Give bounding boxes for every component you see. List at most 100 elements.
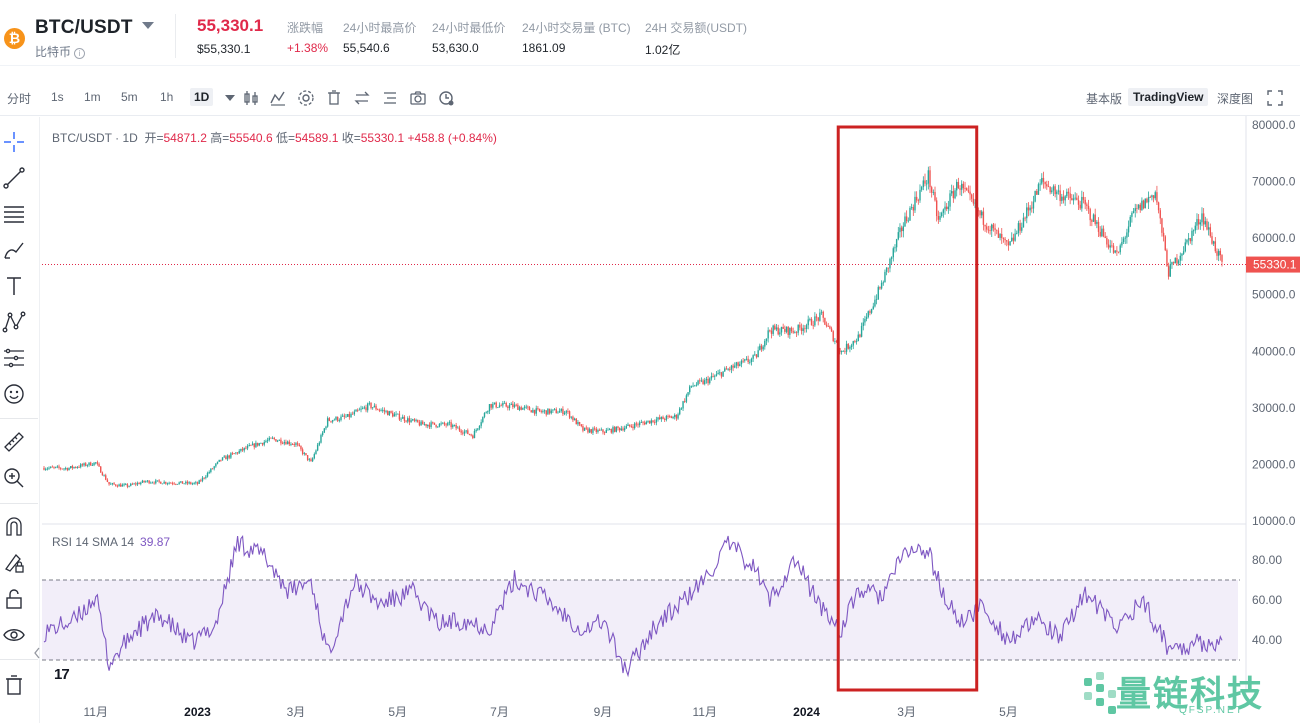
- candle: [1114, 250, 1116, 254]
- settings-icon[interactable]: [297, 89, 315, 107]
- delete-drawings-icon[interactable]: [2, 673, 26, 697]
- candle: [492, 401, 494, 410]
- interval-dropdown-icon[interactable]: [221, 89, 239, 107]
- candle: [1184, 238, 1186, 253]
- candle: [1024, 216, 1026, 222]
- candle: [1109, 239, 1111, 253]
- crosshair-icon[interactable]: [2, 130, 26, 154]
- candle: [947, 200, 950, 214]
- candle: [365, 404, 367, 413]
- candle: [343, 413, 346, 420]
- candle: [470, 433, 472, 437]
- camera-icon[interactable]: [409, 89, 427, 107]
- candle: [59, 467, 62, 471]
- legend-open-label: 开=: [144, 131, 164, 145]
- candle: [890, 256, 893, 265]
- lock-drawing-icon[interactable]: [2, 551, 26, 575]
- candle: [1152, 195, 1155, 203]
- brush-icon[interactable]: [2, 238, 26, 262]
- candle: [715, 371, 718, 377]
- view-basic[interactable]: 基本版: [1086, 92, 1123, 106]
- collapse-toolbar-icon[interactable]: [33, 645, 41, 661]
- swap-icon[interactable]: [353, 89, 371, 107]
- candle: [402, 414, 404, 419]
- candle: [595, 426, 597, 434]
- prediction-icon[interactable]: [2, 346, 26, 370]
- interval-1h[interactable]: 1h: [160, 90, 174, 104]
- pattern-icon[interactable]: [2, 310, 26, 334]
- tradingview-logo[interactable]: 17: [54, 666, 70, 683]
- eye-icon[interactable]: [2, 623, 26, 647]
- price-tick-label: 60000.0: [1252, 231, 1296, 245]
- candle: [1162, 227, 1165, 242]
- view-tradingview[interactable]: TradingView: [1128, 88, 1209, 106]
- magnet-icon[interactable]: [2, 515, 26, 539]
- candle: [225, 455, 227, 460]
- pair-selector[interactable]: BTC/USDT: [35, 17, 133, 38]
- lock-icon[interactable]: [2, 587, 26, 611]
- interval-1m[interactable]: 1m: [84, 90, 101, 104]
- info-icon[interactable]: i: [74, 48, 86, 59]
- trash-icon[interactable]: [325, 89, 343, 107]
- candle: [850, 343, 853, 350]
- candle: [935, 197, 938, 222]
- candle: [488, 403, 491, 415]
- horizontal-lines-icon[interactable]: [2, 202, 26, 226]
- candle: [1071, 193, 1073, 201]
- candle: [1111, 240, 1113, 248]
- candle: [125, 483, 127, 486]
- candle: [802, 324, 804, 336]
- object-tree-icon[interactable]: [381, 89, 399, 107]
- ruler-icon[interactable]: [2, 430, 26, 454]
- candle: [138, 481, 140, 485]
- candle: [111, 482, 114, 486]
- time-axis: 11月 2023 3月 5月 7月 9月 11月 2024 3月 5月: [83, 705, 1017, 719]
- interval-1d[interactable]: 1D: [190, 88, 214, 106]
- candle: [875, 294, 878, 305]
- candle: [86, 464, 89, 468]
- price-tick-label: 80000.0: [1252, 118, 1296, 132]
- candle: [1201, 207, 1203, 227]
- interval-5m[interactable]: 5m: [121, 90, 138, 104]
- candle: [602, 429, 604, 435]
- candle: [1127, 220, 1130, 237]
- candle: [994, 223, 996, 236]
- interval-1s[interactable]: 1s: [51, 90, 64, 104]
- candle: [178, 481, 180, 485]
- view-depth[interactable]: 深度图: [1217, 92, 1254, 106]
- candle: [1192, 229, 1195, 236]
- fullscreen-icon[interactable]: [1266, 89, 1284, 107]
- zoom-in-icon[interactable]: [2, 466, 26, 490]
- candle: [196, 481, 199, 486]
- stat-high: 24小时最高价 55,540.6: [343, 19, 416, 55]
- candle: [942, 208, 945, 218]
- candle: [502, 400, 504, 408]
- interval-time[interactable]: 分时: [7, 92, 32, 106]
- candle: [535, 405, 537, 417]
- candle: [1207, 221, 1210, 236]
- candle: [1179, 252, 1181, 266]
- candle: [90, 461, 92, 466]
- candle: [784, 325, 786, 335]
- candle: [520, 405, 522, 411]
- candle: [473, 428, 476, 439]
- candle: [338, 418, 341, 423]
- candle-type-icon[interactable]: [242, 89, 260, 107]
- candle: [832, 330, 834, 343]
- text-tool-icon[interactable]: [2, 274, 26, 298]
- candle: [1177, 259, 1180, 266]
- coin-name: 比特币 i: [35, 43, 86, 60]
- candle: [430, 420, 432, 429]
- alert-clock-icon[interactable]: [437, 89, 455, 107]
- candle: [300, 445, 302, 452]
- candle: [510, 402, 512, 406]
- candle: [88, 462, 90, 467]
- candle: [685, 393, 688, 404]
- chevron-down-icon[interactable]: [142, 22, 154, 29]
- trend-line-icon[interactable]: [2, 166, 26, 190]
- emoji-icon[interactable]: [2, 382, 26, 406]
- candle: [842, 350, 844, 352]
- candle: [563, 410, 566, 416]
- indicators-icon[interactable]: [269, 89, 287, 107]
